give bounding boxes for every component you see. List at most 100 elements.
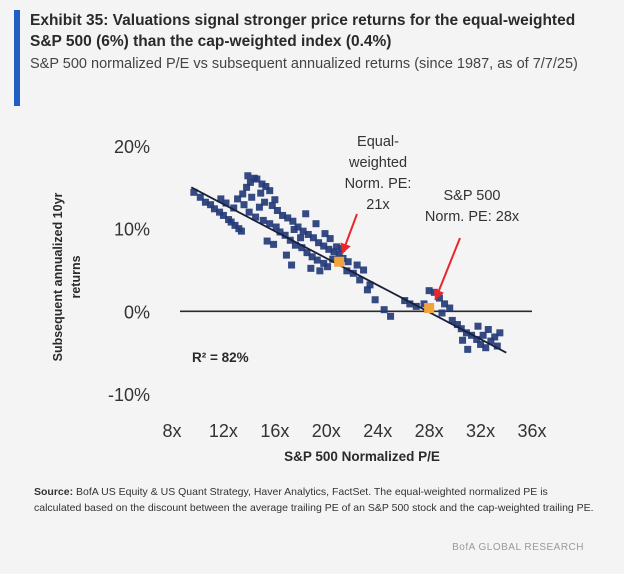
data-point <box>344 258 352 266</box>
data-point <box>259 216 267 224</box>
source-label: Source: <box>34 486 74 498</box>
data-point <box>207 201 215 209</box>
x-tick-label: 32x <box>466 421 495 441</box>
equal-weighted-annotation-line: weighted <box>348 155 407 171</box>
data-point <box>294 223 302 231</box>
x-tick-label: 12x <box>209 421 238 441</box>
data-point <box>329 255 337 263</box>
y-axis-label-line2: returns <box>69 255 83 298</box>
equal-weighted-marker <box>334 256 345 267</box>
data-point <box>343 267 351 275</box>
y-tick-label: 20% <box>114 137 150 157</box>
data-point <box>271 196 279 204</box>
data-point <box>290 225 298 233</box>
x-tick-label: 36x <box>517 421 546 441</box>
data-point <box>243 183 251 191</box>
data-point <box>356 276 364 284</box>
data-point <box>307 264 315 272</box>
data-point <box>474 322 482 330</box>
data-point <box>324 263 332 271</box>
data-point <box>222 199 230 207</box>
r-squared-label: R² = 82% <box>192 350 249 365</box>
data-point <box>360 266 368 274</box>
data-point <box>435 294 443 302</box>
data-point <box>281 231 289 239</box>
data-point <box>262 183 270 191</box>
data-point <box>255 203 263 211</box>
y-tick-label: 10% <box>114 220 150 240</box>
sp500-annotation-line: Norm. PE: 28x <box>425 209 520 225</box>
data-point <box>253 175 261 183</box>
data-point <box>237 227 245 235</box>
data-point <box>276 228 284 236</box>
data-point <box>320 242 328 250</box>
y-tick-label: 0% <box>124 302 150 322</box>
data-point <box>464 345 472 353</box>
trendline <box>190 186 507 354</box>
data-point <box>234 195 242 203</box>
sp500-annotation-line: S&P 500 <box>444 188 501 204</box>
data-point <box>289 217 297 225</box>
data-point <box>330 248 338 256</box>
data-point <box>288 261 296 269</box>
data-point <box>248 193 256 201</box>
data-point <box>309 234 317 242</box>
data-point <box>282 251 290 259</box>
data-point <box>380 306 388 314</box>
data-point <box>438 309 446 317</box>
data-point <box>366 281 374 289</box>
data-point <box>312 220 320 228</box>
y-axis-label: Subsequent annualized 10yr <box>51 192 65 361</box>
data-point <box>240 201 248 209</box>
source-note: Source: BofA US Equity & US Quant Strate… <box>34 484 594 516</box>
data-point <box>315 239 323 247</box>
data-point <box>493 342 501 350</box>
data-point <box>270 240 278 248</box>
data-point <box>244 172 252 180</box>
data-point <box>304 230 312 238</box>
x-axis-label: S&P 500 Normalized P/E <box>284 449 440 464</box>
data-point <box>325 245 333 253</box>
data-point <box>302 210 310 218</box>
data-point <box>320 259 328 267</box>
data-point <box>196 193 204 201</box>
data-point <box>273 206 281 214</box>
data-point <box>387 312 395 320</box>
data-point <box>246 178 254 186</box>
x-tick-label: 28x <box>415 421 444 441</box>
equal-weighted-annotation-line: Equal- <box>357 134 399 150</box>
data-point <box>441 300 449 308</box>
data-point <box>371 296 379 304</box>
data-point <box>313 256 321 264</box>
x-tick-label: 16x <box>260 421 289 441</box>
data-point <box>231 221 239 229</box>
data-point <box>266 220 274 228</box>
data-point <box>266 187 274 195</box>
x-tick-label: 8x <box>162 421 181 441</box>
data-point <box>297 234 305 242</box>
x-tick-label: 24x <box>363 421 392 441</box>
equal-weighted-annotation-line: 21x <box>366 197 390 213</box>
data-point <box>420 300 428 308</box>
header-accent-bar <box>14 10 20 106</box>
data-point <box>477 340 485 348</box>
data-point <box>335 250 343 258</box>
data-point <box>227 218 235 226</box>
data-point <box>239 190 247 198</box>
sp500-arrow-head <box>433 288 444 301</box>
y-tick-label: -10% <box>108 385 150 405</box>
data-point <box>496 329 504 337</box>
data-point <box>263 237 271 245</box>
brand-label: BofA GLOBAL RESEARCH <box>452 542 584 553</box>
data-point <box>453 321 461 329</box>
data-point <box>326 235 334 243</box>
data-point <box>258 180 266 188</box>
sp500-marker <box>424 303 435 314</box>
data-point <box>219 211 227 219</box>
data-point <box>303 249 311 257</box>
data-point <box>479 331 487 339</box>
data-point <box>353 261 361 269</box>
data-point <box>261 198 269 206</box>
data-point <box>459 336 467 344</box>
data-point <box>299 227 307 235</box>
